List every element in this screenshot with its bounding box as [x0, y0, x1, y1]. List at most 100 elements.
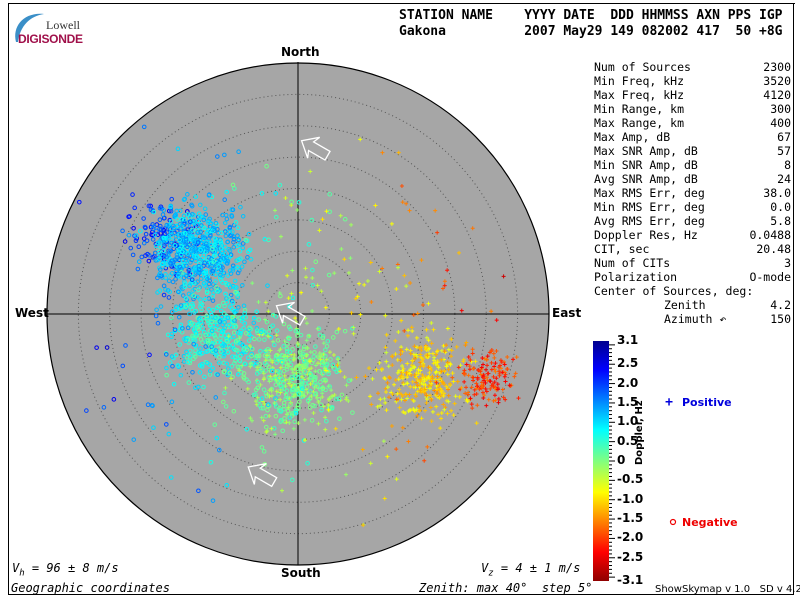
source-point-positive: [338, 369, 343, 374]
source-point-negative: [111, 397, 117, 402]
source-point-positive: [396, 330, 401, 335]
source-point-positive: [269, 426, 274, 431]
source-point-negative: [136, 244, 142, 250]
stat-value: 38.0: [763, 186, 791, 200]
source-point-positive: [332, 393, 337, 398]
source-point-positive: [404, 284, 409, 289]
source-point-negative: [333, 396, 339, 402]
source-point-positive: [293, 316, 298, 321]
source-point-positive: [383, 376, 388, 381]
source-point-positive: [413, 375, 418, 380]
source-point-positive: [263, 348, 268, 353]
source-point-negative: [325, 338, 331, 344]
source-point-negative: [230, 342, 236, 348]
source-point-positive: [440, 379, 445, 384]
source-point-positive: [333, 426, 338, 431]
source-point-negative: [293, 328, 299, 334]
source-point-positive: [477, 368, 482, 373]
source-point-negative: [161, 208, 167, 213]
source-point-negative: [226, 282, 232, 287]
source-point-positive: [295, 363, 300, 368]
source-point-positive: [393, 338, 398, 343]
source-point-negative: [293, 410, 299, 416]
source-point-positive: [420, 372, 425, 377]
source-point-negative: [237, 358, 243, 364]
source-point-negative: [251, 320, 257, 326]
source-point-positive: [265, 353, 270, 358]
source-point-positive: [448, 362, 453, 367]
source-point-positive: [255, 365, 260, 370]
source-point-negative: [197, 260, 202, 266]
source-point-positive: [483, 386, 488, 391]
source-point-positive: [437, 377, 442, 382]
source-point-positive: [488, 379, 493, 384]
source-point-negative: [192, 220, 197, 226]
source-point-negative: [260, 406, 266, 411]
source-point-positive: [292, 353, 297, 358]
source-point-negative: [287, 304, 292, 309]
source-point-negative: [306, 398, 311, 403]
source-point-positive: [256, 300, 261, 305]
source-point-negative: [199, 223, 204, 228]
source-point-positive: [446, 347, 451, 352]
source-point-negative: [293, 408, 298, 414]
source-point-positive: [429, 341, 434, 346]
stat-label: Max RMS Err, deg: [594, 186, 705, 200]
source-point-positive: [411, 313, 416, 318]
source-point-negative: [273, 413, 279, 419]
source-point-negative: [217, 354, 222, 360]
source-point-positive: [415, 311, 420, 316]
source-point-negative: [207, 239, 213, 245]
source-point-positive: [296, 421, 301, 426]
source-point-negative: [248, 361, 254, 367]
source-point-negative: [218, 239, 223, 244]
source-point-positive: [377, 269, 382, 274]
source-point-negative: [330, 362, 336, 368]
colorbar-tick-label: 3.1: [617, 333, 639, 347]
source-point-positive: [468, 357, 473, 362]
source-point-negative: [297, 399, 302, 405]
source-point-positive: [305, 346, 310, 351]
source-point-negative: [150, 237, 156, 242]
source-point-positive: [384, 359, 389, 364]
source-point-negative: [218, 277, 224, 283]
source-point-negative: [207, 216, 212, 222]
source-point-positive: [426, 338, 431, 343]
source-point-negative: [185, 192, 190, 197]
source-point-negative: [290, 295, 296, 301]
source-point-positive: [414, 407, 419, 412]
source-point-negative: [200, 326, 205, 331]
source-point-negative: [287, 415, 293, 420]
source-point-positive: [448, 381, 453, 386]
source-point-positive: [514, 355, 519, 360]
source-point-positive: [344, 383, 349, 388]
source-point-negative: [222, 343, 228, 348]
source-point-positive: [399, 184, 404, 189]
source-point-negative: [191, 293, 197, 299]
source-point-negative: [151, 224, 157, 229]
source-point-positive: [479, 385, 484, 390]
source-point-negative: [273, 191, 279, 196]
source-point-negative: [238, 330, 243, 336]
source-point-positive: [294, 404, 299, 409]
source-point-negative: [183, 296, 189, 301]
source-point-negative: [254, 353, 260, 359]
source-point-negative: [197, 350, 202, 356]
source-point-positive: [478, 372, 483, 377]
source-point-positive: [412, 372, 417, 377]
source-point-positive: [446, 393, 451, 398]
source-point-positive: [248, 416, 253, 421]
source-point-negative: [261, 387, 267, 392]
stat-value: 4.2: [770, 298, 791, 312]
source-point-negative: [210, 348, 216, 354]
source-point-positive: [287, 420, 292, 425]
source-point-negative: [205, 339, 211, 344]
source-point-negative: [232, 354, 238, 360]
source-point-positive: [481, 395, 486, 400]
source-point-negative: [261, 449, 267, 454]
source-point-negative: [141, 124, 147, 130]
source-point-negative: [202, 374, 207, 380]
source-point-negative: [249, 353, 254, 359]
source-point-positive: [398, 358, 403, 363]
source-point-negative: [289, 387, 295, 393]
